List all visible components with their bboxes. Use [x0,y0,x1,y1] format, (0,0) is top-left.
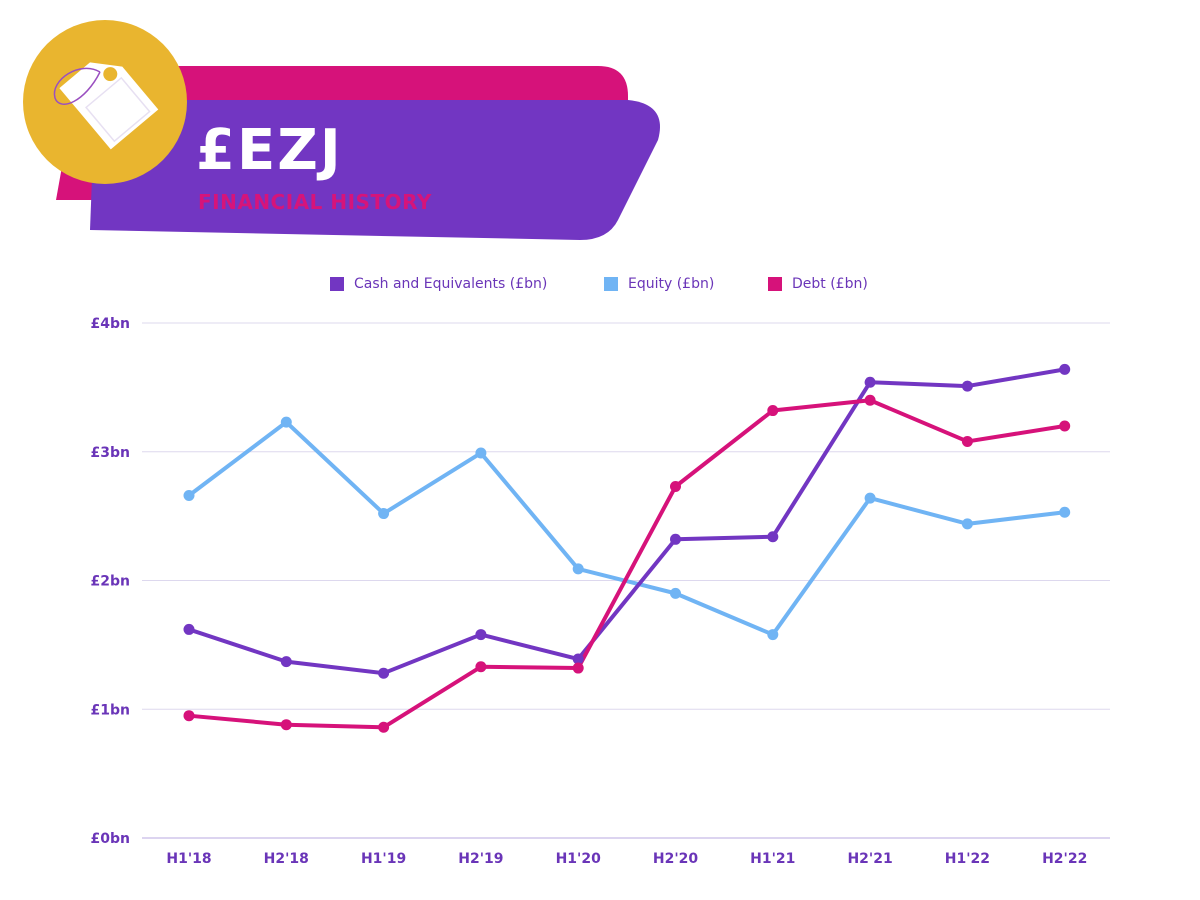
y-tick-label: £2bn [91,574,130,590]
data-point [572,653,584,665]
data-point [670,587,681,599]
data-point [1059,363,1071,375]
x-tick-label: H1'19 [361,851,406,867]
x-tick-label: H1'22 [945,851,990,867]
legend-label-equity: Equity (£bn) [628,276,715,292]
legend-swatch-equity [604,277,618,291]
legend-item-debt: Debt (£bn) [768,276,868,292]
data-point [767,531,779,543]
data-point [183,623,195,635]
data-point [864,376,876,388]
banner-shapes [23,20,660,240]
data-point [1059,506,1071,518]
legend-swatch-debt [768,277,782,291]
y-tick-label: £4bn [91,316,130,332]
header-banner: £EZJ FINANCIAL HISTORY [0,0,700,260]
y-tick-label: £1bn [91,702,130,718]
y-tick-label: £3bn [91,445,130,461]
y-tick-label: £0bn [91,831,130,847]
x-tick-label: H2'19 [458,851,503,867]
series-line [187,398,1067,730]
legend-item-equity: Equity (£bn) [604,276,714,292]
legend-swatch-cash [330,277,344,291]
price-tag-icon [59,62,159,150]
tag-string [53,67,101,105]
data-point [378,721,390,733]
data-point [670,481,681,493]
x-tick-label: H1'18 [166,851,211,867]
data-point [378,667,390,679]
x-tick-label: H1'21 [750,851,795,867]
ticker-title: £EZJ [196,118,343,183]
data-point [961,518,973,530]
data-point [572,662,584,674]
data-point [864,492,876,504]
x-tick-label: H2'21 [847,851,892,867]
legend-label-debt: Debt (£bn) [792,276,868,292]
data-point [475,629,487,641]
data-point [1059,420,1071,432]
data-point [280,719,292,731]
data-point [961,435,973,447]
series-line [187,420,1067,637]
data-point [572,563,584,575]
data-point [864,394,876,406]
data-point [475,447,487,459]
data-point [670,533,681,545]
data-point [183,490,195,502]
data-point [767,629,779,641]
x-tick-label: H1'20 [556,851,601,867]
x-tick-label: H2'22 [1042,851,1087,867]
legend-label-cash: Cash and Equivalents (£bn) [354,276,548,292]
data-point [961,380,973,392]
data-point [183,710,195,722]
legend-item-cash: Cash and Equivalents (£bn) [330,276,547,292]
x-tick-label: H2'20 [653,851,698,867]
data-point [475,661,487,673]
x-tick-label: H2'18 [264,851,309,867]
data-point [378,508,390,520]
data-point [280,416,292,428]
chart-legend: Cash and Equivalents (£bn) Equity (£bn) … [0,276,1200,298]
purple-banner [90,100,660,240]
data-point [280,656,292,668]
page-subtitle: FINANCIAL HISTORY [198,190,432,214]
series-line [187,367,1067,676]
data-point [767,405,779,417]
